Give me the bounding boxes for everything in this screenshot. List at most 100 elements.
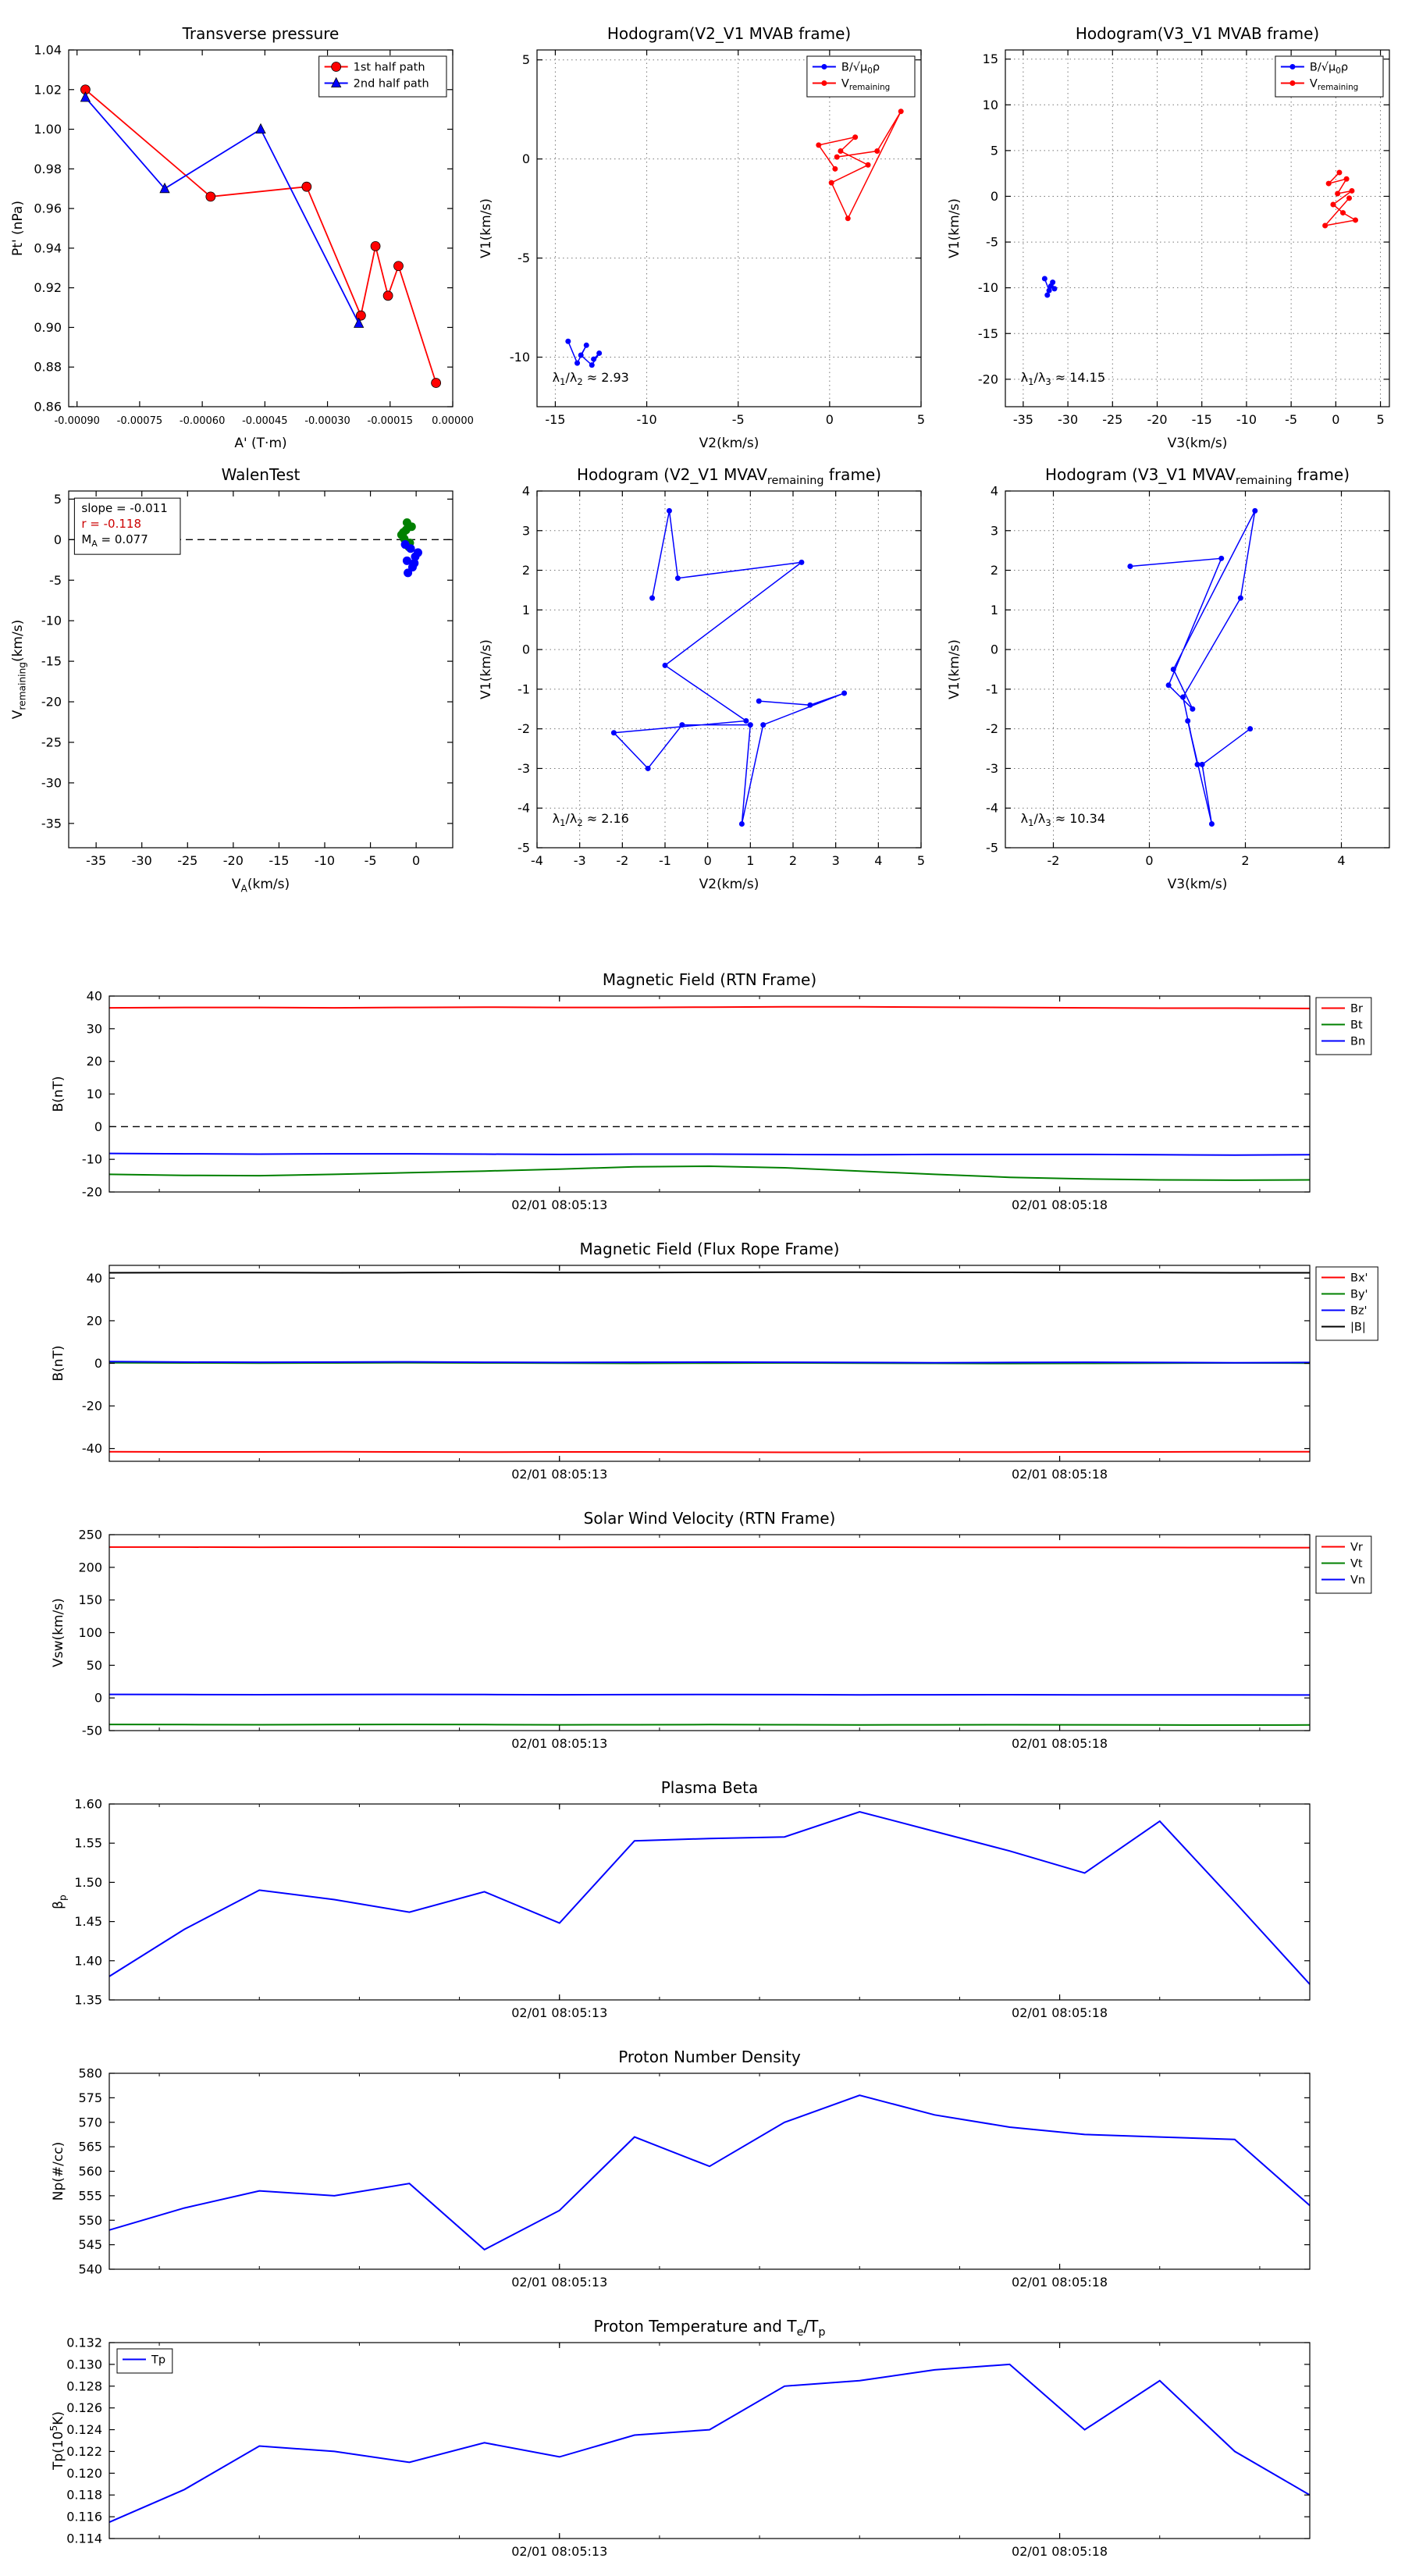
- svg-text:B/√μ0ρ: B/√μ0ρ: [841, 62, 880, 76]
- svg-text:1.55: 1.55: [74, 1836, 102, 1851]
- svg-text:0: 0: [991, 642, 998, 657]
- svg-text:-40: -40: [82, 1441, 102, 1456]
- svg-text:0: 0: [94, 1356, 102, 1371]
- svg-text:-10: -10: [510, 350, 530, 365]
- svg-text:-30: -30: [132, 853, 152, 868]
- svg-text:4: 4: [1337, 853, 1345, 868]
- svg-text:02/01 08:05:13: 02/01 08:05:13: [511, 2544, 607, 2559]
- svg-text:-2: -2: [1048, 853, 1060, 868]
- svg-text:-0.00015: -0.00015: [368, 415, 413, 427]
- svg-text:0: 0: [522, 151, 530, 166]
- svg-text:1.02: 1.02: [34, 82, 62, 97]
- chart-proton-density: 02/01 08:05:13 02/01 08:05:18 540 545 550 555…: [0, 2037, 1405, 2307]
- svg-text:-15: -15: [269, 853, 289, 868]
- svg-text:0.118: 0.118: [66, 2488, 102, 2503]
- svg-text:Vr: Vr: [1350, 1542, 1363, 1554]
- svg-text:580: 580: [78, 2066, 102, 2081]
- svg-text:Vn: Vn: [1350, 1574, 1365, 1587]
- svg-text:0: 0: [94, 1119, 102, 1134]
- svg-text:02/01 08:05:13: 02/01 08:05:13: [511, 2275, 607, 2290]
- svg-text:1: 1: [746, 853, 754, 868]
- svg-text:Bn: Bn: [1350, 1036, 1365, 1048]
- svg-text:-35: -35: [1013, 412, 1033, 427]
- svg-text:-15: -15: [978, 326, 998, 341]
- time-series-stack: 02/01 08:05:13 02/01 08:05:18 -20 -10 0 10 20 3…: [0, 960, 1405, 2576]
- svg-text:575: 575: [78, 2090, 102, 2105]
- svg-text:-2: -2: [518, 721, 530, 736]
- svg-text:3: 3: [522, 523, 530, 538]
- svg-text:Proton Temperature and Te/Tp: Proton Temperature and Te/Tp: [593, 2317, 825, 2339]
- svg-text:-10: -10: [1236, 412, 1257, 427]
- svg-text:3: 3: [991, 523, 998, 538]
- svg-text:-5: -5: [49, 573, 62, 588]
- svg-text:15: 15: [983, 52, 998, 66]
- svg-text:02/01 08:05:13: 02/01 08:05:13: [511, 1736, 607, 1751]
- svg-text:30: 30: [87, 1021, 102, 1036]
- chart-hodogram-v3v1-mvab: -35 -30 -25 -20 -15 -10 -5 0 5 -20 -15 -10 -5 0 5 10 15 H…: [937, 17, 1405, 458]
- svg-text:-0.00090: -0.00090: [54, 415, 99, 427]
- svg-text:Bx': Bx': [1350, 1272, 1368, 1285]
- svg-text:0.130: 0.130: [66, 2357, 102, 2371]
- svg-text:-25: -25: [177, 853, 197, 868]
- svg-text:1: 1: [991, 603, 998, 617]
- svg-text:02/01 08:05:18: 02/01 08:05:18: [1012, 2275, 1108, 2290]
- svg-text:02/01 08:05:13: 02/01 08:05:13: [511, 1467, 607, 1482]
- svg-text:1.50: 1.50: [74, 1875, 102, 1890]
- svg-text:-3: -3: [574, 853, 586, 868]
- svg-text:40: 40: [87, 1271, 102, 1286]
- svg-text:20: 20: [87, 1313, 102, 1328]
- svg-text:0.128: 0.128: [66, 2379, 102, 2393]
- svg-text:V3(km/s): V3(km/s): [1168, 436, 1228, 451]
- svg-text:555: 555: [78, 2188, 102, 2203]
- svg-text:-5: -5: [1285, 412, 1297, 427]
- svg-text:V1(km/s): V1(km/s): [947, 639, 962, 699]
- svg-text:|B|: |B|: [1350, 1322, 1366, 1334]
- svg-text:WalenTest: WalenTest: [222, 465, 301, 484]
- svg-text:λ1/λ2 ≈ 2.16: λ1/λ2 ≈ 2.16: [553, 811, 629, 828]
- svg-text:0.92: 0.92: [34, 280, 62, 295]
- svg-text:0.90: 0.90: [34, 320, 62, 335]
- svg-text:Vremaining(km/s): Vremaining(km/s): [10, 620, 27, 719]
- svg-text:Tp: Tp: [151, 2354, 165, 2367]
- svg-text:Np(#/cc): Np(#/cc): [51, 2142, 66, 2201]
- svg-text:-20: -20: [978, 372, 998, 386]
- svg-text:λ1/λ3 ≈ 14.15: λ1/λ3 ≈ 14.15: [1021, 370, 1105, 387]
- svg-text:λ1/λ3 ≈ 10.34: λ1/λ3 ≈ 10.34: [1021, 811, 1105, 828]
- svg-text:-5: -5: [732, 412, 745, 427]
- chart-plasma-beta: 02/01 08:05:13 02/01 08:05:18 1.35 1.40 1.45…: [0, 1768, 1405, 2037]
- svg-text:-1: -1: [986, 681, 998, 696]
- svg-text:100: 100: [78, 1625, 102, 1640]
- svg-text:40: 40: [87, 989, 102, 1004]
- svg-text:1.35: 1.35: [74, 1993, 102, 2008]
- svg-text:-15: -15: [545, 412, 565, 427]
- svg-text:-25: -25: [1102, 412, 1122, 427]
- svg-text:570: 570: [78, 2115, 102, 2129]
- svg-text:0: 0: [94, 1691, 102, 1706]
- svg-text:5: 5: [991, 143, 998, 158]
- svg-text:200: 200: [78, 1560, 102, 1574]
- svg-text:5: 5: [1376, 412, 1384, 427]
- svg-text:0: 0: [412, 853, 420, 868]
- svg-text:3: 3: [832, 853, 840, 868]
- svg-text:02/01 08:05:18: 02/01 08:05:18: [1012, 1197, 1108, 1212]
- svg-text:-1: -1: [518, 681, 530, 696]
- svg-text:-1: -1: [659, 853, 671, 868]
- svg-text:1.60: 1.60: [74, 1797, 102, 1812]
- svg-text:0.94: 0.94: [34, 240, 62, 255]
- svg-text:0: 0: [704, 853, 712, 868]
- svg-text:Pt' (nPa): Pt' (nPa): [10, 201, 26, 256]
- chart-hodogram-v3v1-mvav: -2 0 2 4 -5 -4 -3 -2 -1 0 1 2 3 4 Hodogram (V3_V1 MVAV…: [937, 458, 1405, 899]
- svg-text:545: 545: [78, 2237, 102, 2252]
- svg-text:250: 250: [78, 1528, 102, 1542]
- svg-text:-35: -35: [86, 853, 106, 868]
- chart-magnetic-field-rtn: 02/01 08:05:13 02/01 08:05:18 -20 -10 0 10 20 3…: [0, 960, 1405, 1229]
- svg-text:V2(km/s): V2(km/s): [699, 877, 759, 892]
- svg-text:-0.00060: -0.00060: [180, 415, 225, 427]
- svg-text:By': By': [1350, 1289, 1368, 1301]
- svg-text:50: 50: [87, 1658, 102, 1673]
- svg-text:V2(km/s): V2(km/s): [699, 436, 759, 451]
- svg-text:-50: -50: [82, 1724, 102, 1738]
- svg-text:V1(km/s): V1(km/s): [478, 198, 494, 258]
- svg-text:0: 0: [991, 189, 998, 204]
